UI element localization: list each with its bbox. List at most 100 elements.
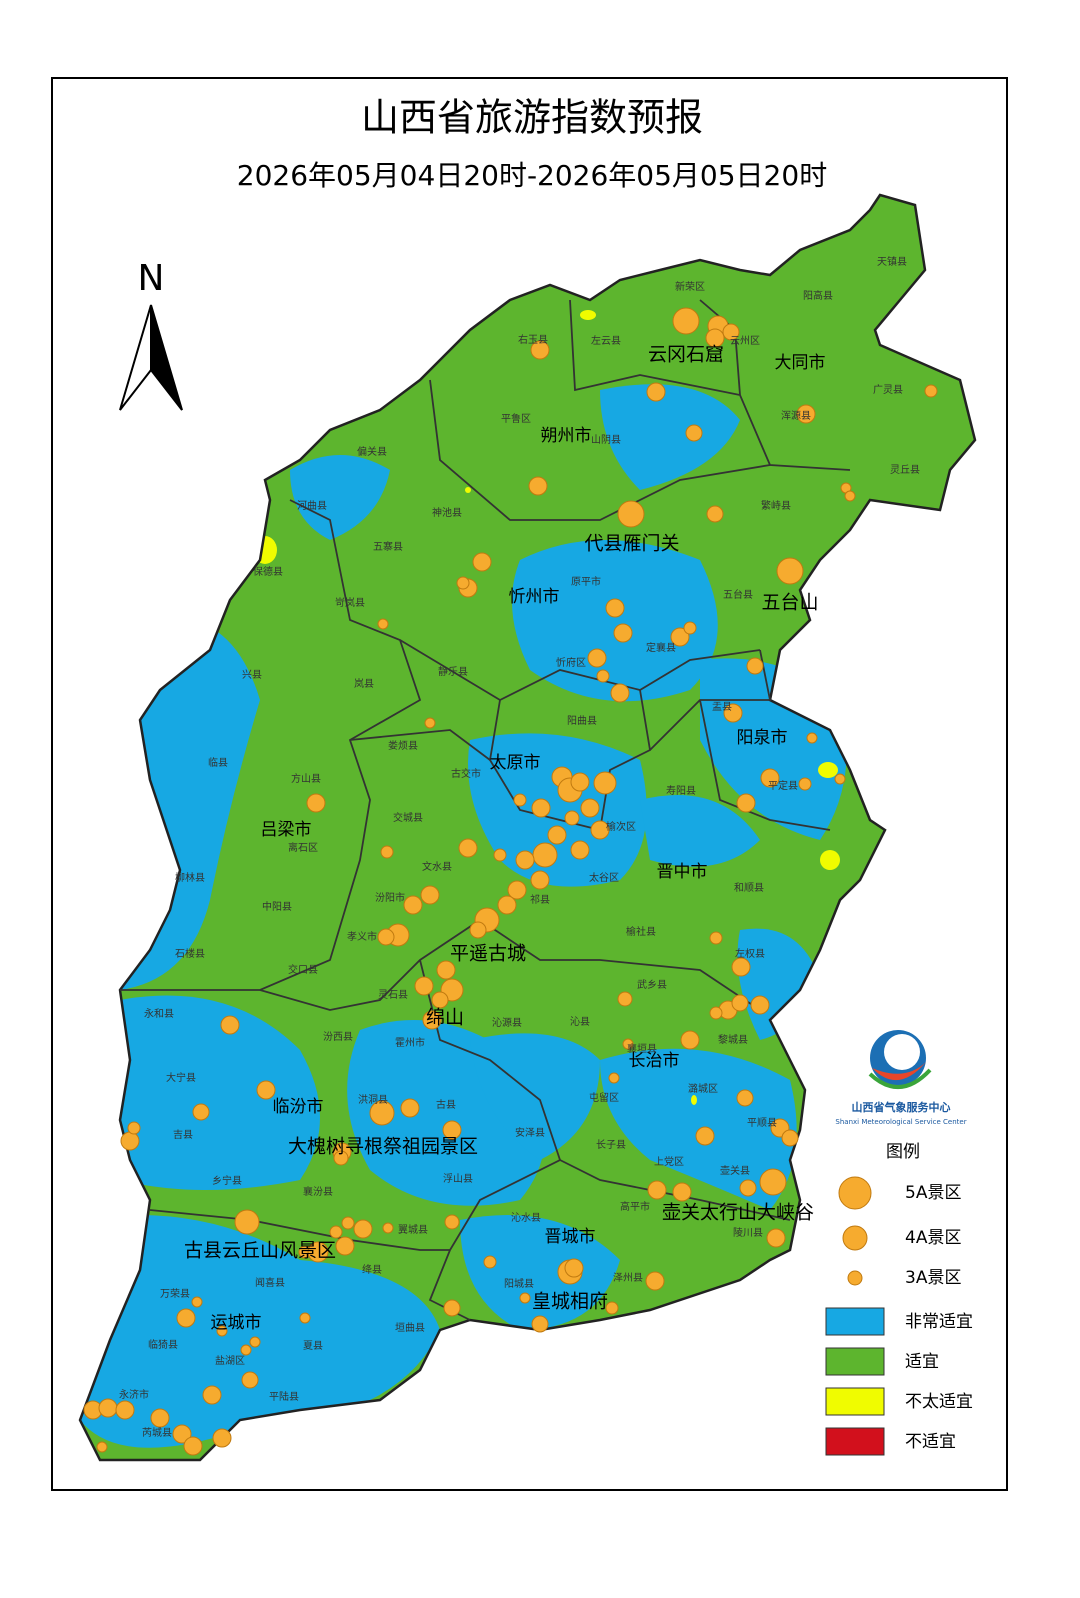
scenic-dot [590, 820, 610, 840]
county-label: 黎城县 [718, 1033, 748, 1046]
scenic-dot [191, 1296, 203, 1308]
county-label: 永济市 [119, 1388, 149, 1401]
county-label: 寿阳县 [666, 784, 696, 797]
scenic-dot [647, 1180, 667, 1200]
scenic-dot [456, 576, 470, 590]
scenic-dot [192, 1103, 210, 1121]
legend-swatch [825, 1307, 885, 1336]
scenic-dot [750, 995, 770, 1015]
scenic-label: 壶关太行山大峡谷 [662, 1202, 814, 1224]
logo-name: 山西省气象服务中心 [852, 1100, 951, 1114]
scenic-dot [380, 845, 394, 859]
scenic-dot [680, 1030, 700, 1050]
scenic-label: 云冈石窟 [648, 344, 724, 366]
scenic-dot [120, 1131, 140, 1151]
city-label: 吕梁市 [261, 820, 312, 840]
scenic-dot [241, 1371, 259, 1389]
scenic-dot [596, 669, 610, 683]
scenic-dot [683, 621, 697, 635]
scenic-label: 皇城相府 [532, 1291, 608, 1313]
county-label: 霍州市 [395, 1036, 425, 1049]
very-suitable-area [120, 995, 320, 1190]
county-label: 安泽县 [515, 1126, 545, 1139]
county-label: 绛县 [362, 1263, 382, 1276]
scenic-dot [369, 1100, 395, 1126]
county-label: 沁县 [570, 1016, 590, 1028]
county-label: 阳城县 [504, 1278, 534, 1290]
county-label: 浑源县 [781, 409, 811, 422]
scenic-dot [472, 552, 492, 572]
scenic-dot [844, 490, 856, 502]
scenic-dot [798, 777, 812, 791]
county-label: 乡宁县 [212, 1174, 242, 1187]
city-label: 朔州市 [541, 426, 592, 446]
county-label: 夏县 [303, 1340, 323, 1352]
scenic-dot [610, 683, 630, 703]
county-label: 汾西县 [323, 1031, 353, 1043]
scenic-dot [580, 798, 600, 818]
county-label: 高平市 [620, 1200, 650, 1213]
scenic-dot [570, 840, 590, 860]
scenic-dot [353, 1219, 373, 1239]
scenic-dot [240, 1344, 252, 1356]
county-label: 静乐县 [438, 665, 468, 678]
county-label: 新荣区 [675, 280, 705, 293]
scenic-dot [414, 976, 434, 996]
scenic-label: 五台山 [761, 592, 818, 614]
county-label: 古交市 [451, 767, 481, 780]
county-label: 方山县 [291, 772, 321, 785]
scenic-dot [442, 1120, 462, 1140]
scenic-dot [335, 1236, 355, 1256]
scenic-dot [587, 648, 607, 668]
scenic-dot [202, 1385, 222, 1405]
city-label: 晋城市 [545, 1227, 596, 1247]
less-suitable-area [691, 1095, 697, 1105]
scenic-dot [299, 1312, 311, 1324]
legend-label: 不太适宜 [905, 1392, 973, 1412]
scenic-dot [570, 772, 590, 792]
county-label: 沁源县 [492, 1016, 522, 1029]
logo: 山西省气象服务中心 Shanxi Meteorological Service … [835, 1030, 967, 1126]
county-label: 岢岚县 [335, 597, 365, 609]
county-label: 阳曲县 [567, 715, 597, 727]
scenic-dot [746, 657, 764, 675]
city-label: 长治市 [629, 1051, 680, 1071]
scenic-dot [400, 1098, 420, 1118]
county-label: 平陆县 [269, 1390, 299, 1403]
scenic-dot [776, 557, 804, 585]
county-label: 祁县 [530, 893, 550, 906]
county-label: 壶关县 [720, 1164, 750, 1177]
county-label: 五台县 [723, 588, 753, 601]
city-label: 大同市 [775, 353, 826, 373]
county-label: 长子县 [596, 1139, 626, 1151]
city-label: 运城市 [211, 1313, 262, 1333]
legend-title: 图例 [886, 1142, 920, 1162]
county-label: 榆社县 [626, 925, 656, 938]
scenic-dot [249, 1336, 261, 1348]
county-label: 忻府区 [556, 656, 586, 669]
scenic-dot [605, 1301, 619, 1315]
scenic-label: 古县云丘山风景区 [184, 1240, 336, 1262]
county-label: 左云县 [591, 334, 621, 347]
scenic-dot [234, 1209, 260, 1235]
county-label: 襄垣县 [627, 1042, 657, 1055]
county-label: 平定县 [768, 779, 798, 792]
county-label: 浮山县 [443, 1173, 473, 1185]
subtitle: 2026年05月04日20时-2026年05月05日20时 [237, 159, 827, 192]
county-label: 交口县 [288, 963, 318, 976]
scenic-dot [766, 1228, 786, 1248]
county-label: 山阴县 [591, 434, 621, 446]
scenic-dot [695, 1126, 715, 1146]
scenic-dot [564, 810, 580, 826]
county-label: 陵川县 [733, 1227, 763, 1239]
scenic-dot [176, 1308, 196, 1328]
scenic-dot [341, 1216, 355, 1230]
city-label: 忻州市 [509, 587, 560, 607]
scenic-dot [605, 598, 625, 618]
very-suitable-area [460, 1215, 620, 1330]
scenic-dot [493, 848, 507, 862]
scenic-dot [736, 793, 756, 813]
scenic-dot [593, 771, 617, 795]
scenic-dot [382, 1222, 394, 1234]
county-label: 万荣县 [160, 1288, 190, 1300]
